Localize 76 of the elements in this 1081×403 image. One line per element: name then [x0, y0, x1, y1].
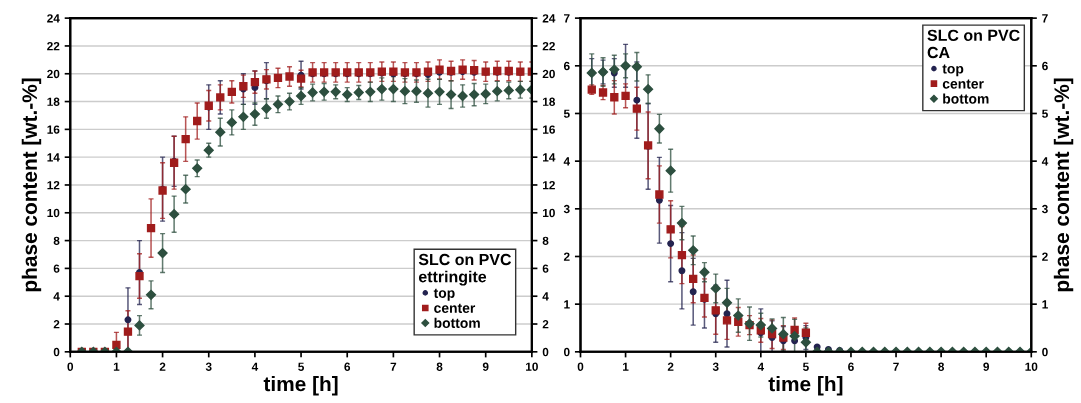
- x-tick-label: 3: [205, 362, 212, 371]
- y-tick-label: 5: [563, 109, 570, 118]
- y-tick-label: 22: [47, 41, 60, 51]
- x-tick-label: 6: [344, 362, 351, 371]
- x-tick-label: 10: [526, 362, 538, 371]
- y2-tick-label: 4: [1041, 157, 1049, 166]
- y2-tick-label: 2: [1042, 252, 1048, 261]
- legend-title: SLC on PVC ettringite: [418, 253, 512, 286]
- y2-tick-label: 6: [1042, 61, 1048, 71]
- y2-axis-title: phase content [wt.-%]: [1053, 78, 1074, 292]
- legend-label: center: [434, 303, 476, 313]
- y-tick-label: 12: [47, 181, 60, 190]
- y2-tick-label: 4: [542, 292, 549, 301]
- y2-tick-label: 12: [543, 181, 555, 190]
- x-tick-label: 8: [938, 362, 945, 371]
- x-tick-label: 5: [298, 362, 305, 371]
- x-tick-label: 0: [67, 362, 74, 371]
- legend-label: center: [942, 79, 984, 89]
- legend-label: top: [942, 64, 964, 77]
- y-tick-label: 6: [563, 61, 570, 71]
- y2-tick-label: 0: [542, 347, 549, 357]
- x-tick-label: 1: [623, 362, 629, 371]
- y2-tick-label: 16: [543, 125, 555, 134]
- x-tick-label: 4: [757, 362, 765, 371]
- y2-tick-label: 1: [1042, 300, 1048, 309]
- legend-label: bottom: [943, 93, 989, 104]
- y2-tick-label: 10: [543, 208, 555, 218]
- x-tick-label: 6: [848, 362, 854, 371]
- y-tick-label: 8: [53, 236, 60, 245]
- legend-label: bottom: [434, 317, 480, 328]
- y-tick-label: 4: [53, 292, 60, 301]
- y2-tick-label: 8: [542, 236, 549, 245]
- y2-tick-label: 14: [543, 153, 556, 162]
- x-tick-label: 4: [251, 362, 259, 371]
- y2-tick-label: 18: [543, 97, 556, 106]
- legend-title: SLC on PVC CA: [927, 29, 1020, 59]
- x-tick-label: 8: [436, 362, 443, 371]
- y-tick-label: 7: [564, 14, 570, 23]
- y2-tick-label: 22: [542, 41, 555, 51]
- x-tick-label: 9: [983, 362, 990, 371]
- y2-tick-label: 24: [542, 14, 556, 23]
- y-tick-label: 3: [563, 204, 570, 214]
- legend-label: top: [433, 288, 455, 301]
- y-tick-label: 14: [47, 153, 60, 162]
- y2-tick-label: 5: [1042, 109, 1048, 118]
- y2-tick-label: 20: [542, 69, 555, 79]
- x-tick-label: 2: [667, 362, 674, 371]
- x-axis-title: time [h]: [768, 376, 843, 396]
- x-tick-label: 7: [390, 362, 397, 371]
- y-tick-label: 6: [53, 264, 60, 273]
- x-tick-label: 3: [712, 362, 719, 371]
- y-tick-label: 2: [563, 252, 570, 261]
- x-tick-label: 10: [1025, 362, 1038, 371]
- x-tick-label: 0: [577, 362, 584, 371]
- y2-tick-label: 3: [1041, 204, 1048, 214]
- y-tick-label: 4: [563, 157, 571, 166]
- y-tick-label: 10: [47, 208, 60, 218]
- x-tick-label: 1: [113, 362, 120, 371]
- x-tick-label: 7: [893, 362, 899, 371]
- x-tick-label: 9: [482, 362, 489, 371]
- y-tick-label: 1: [564, 300, 570, 309]
- y2-tick-label: 6: [542, 264, 549, 273]
- x-axis-title: time [h]: [263, 376, 338, 396]
- y-tick-label: 0: [53, 347, 60, 357]
- y2-tick-label: 0: [1042, 347, 1048, 357]
- y-tick-label: 16: [47, 125, 60, 134]
- y2-tick-label: 2: [542, 320, 549, 329]
- y-tick-label: 0: [563, 347, 570, 357]
- y-tick-label: 18: [47, 97, 60, 106]
- y2-tick-label: 7: [1042, 14, 1048, 23]
- x-tick-label: 5: [802, 362, 809, 371]
- y-tick-label: 24: [47, 14, 60, 23]
- y-axis-title: phase content [wt.-%]: [21, 78, 42, 292]
- x-tick-label: 2: [159, 362, 166, 371]
- y-tick-label: 2: [53, 320, 60, 329]
- y-tick-label: 20: [47, 69, 60, 79]
